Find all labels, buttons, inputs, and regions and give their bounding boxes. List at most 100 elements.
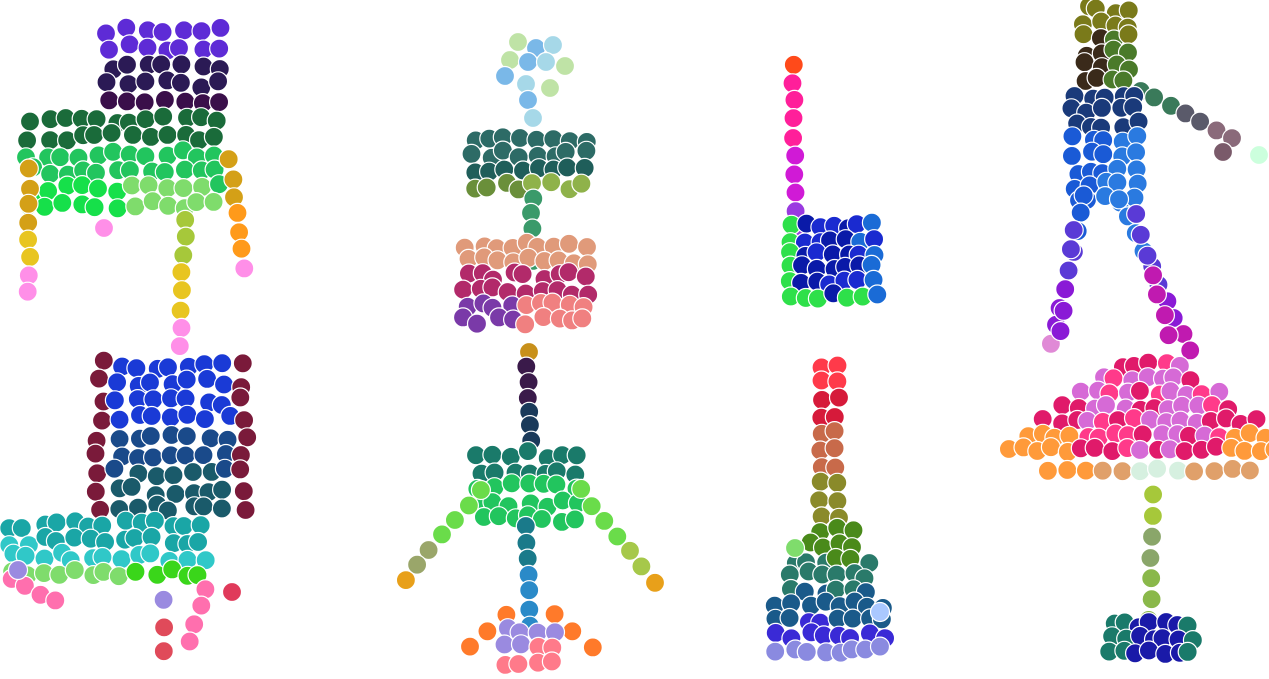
point [1177,641,1198,663]
point [121,476,142,497]
point [18,193,39,214]
point [190,515,211,536]
point [17,130,38,151]
point [1118,0,1139,21]
point [1125,142,1147,163]
point [1174,441,1195,462]
point [1063,219,1084,241]
point [109,428,130,450]
point [828,387,850,408]
table-lamp-stack-point-cloud [452,31,599,335]
point [418,539,439,561]
point [482,444,503,465]
point [234,410,255,431]
point [137,37,158,58]
point [106,372,128,393]
point [213,374,235,395]
point [231,238,252,259]
point [209,38,230,59]
point [542,34,564,56]
point [176,369,197,390]
point [170,300,191,321]
point [126,358,147,379]
point [501,473,522,494]
point [64,559,85,581]
point [116,91,138,112]
point [785,145,806,166]
point [93,217,115,239]
point [576,236,598,258]
point [87,463,108,484]
point [1141,526,1163,547]
point [158,195,179,216]
point [1146,458,1168,479]
point [515,314,536,335]
point [18,158,39,179]
point [177,404,198,425]
point [512,264,533,285]
point [122,124,143,145]
airplane-point-cloud [395,341,666,676]
point [109,409,130,430]
point [1129,461,1151,482]
point [119,34,140,55]
point [135,109,156,130]
point [210,17,231,38]
point [1142,484,1164,505]
point [118,73,139,95]
point [175,226,196,247]
point [52,192,73,213]
point [784,89,805,111]
point [507,31,529,53]
point [1183,461,1205,482]
point [191,595,212,616]
point [508,653,529,675]
point [1118,24,1139,45]
point [1129,380,1151,401]
point [811,389,833,410]
point [539,77,561,99]
point [1084,437,1105,458]
point [223,169,244,190]
l-bracket-point-cloud [779,54,888,309]
armchair-point-cloud [0,350,258,662]
point [1062,126,1083,147]
point [558,262,579,283]
point [1142,265,1164,286]
point [230,387,251,408]
point [85,443,106,464]
point [459,636,481,657]
point [470,479,491,501]
point [1050,321,1071,342]
point [1250,441,1269,462]
point [50,147,71,168]
point [571,173,592,194]
point [869,601,891,623]
point [143,389,164,410]
point [85,481,106,502]
point [230,459,251,480]
point [211,498,232,519]
point [395,569,416,591]
point [39,130,61,151]
point [1075,460,1097,481]
point [765,641,786,662]
point [510,634,532,655]
point [1248,144,1269,166]
point [431,524,453,545]
point [17,281,38,302]
point [1055,279,1076,300]
point [1057,459,1078,481]
point [1138,640,1160,661]
point [1058,260,1079,281]
point [153,589,174,610]
point [203,126,224,147]
point [169,336,190,357]
point [140,543,161,564]
point [519,580,540,601]
point [1130,224,1151,245]
point [1052,395,1073,416]
point [99,90,120,111]
point [581,496,602,517]
